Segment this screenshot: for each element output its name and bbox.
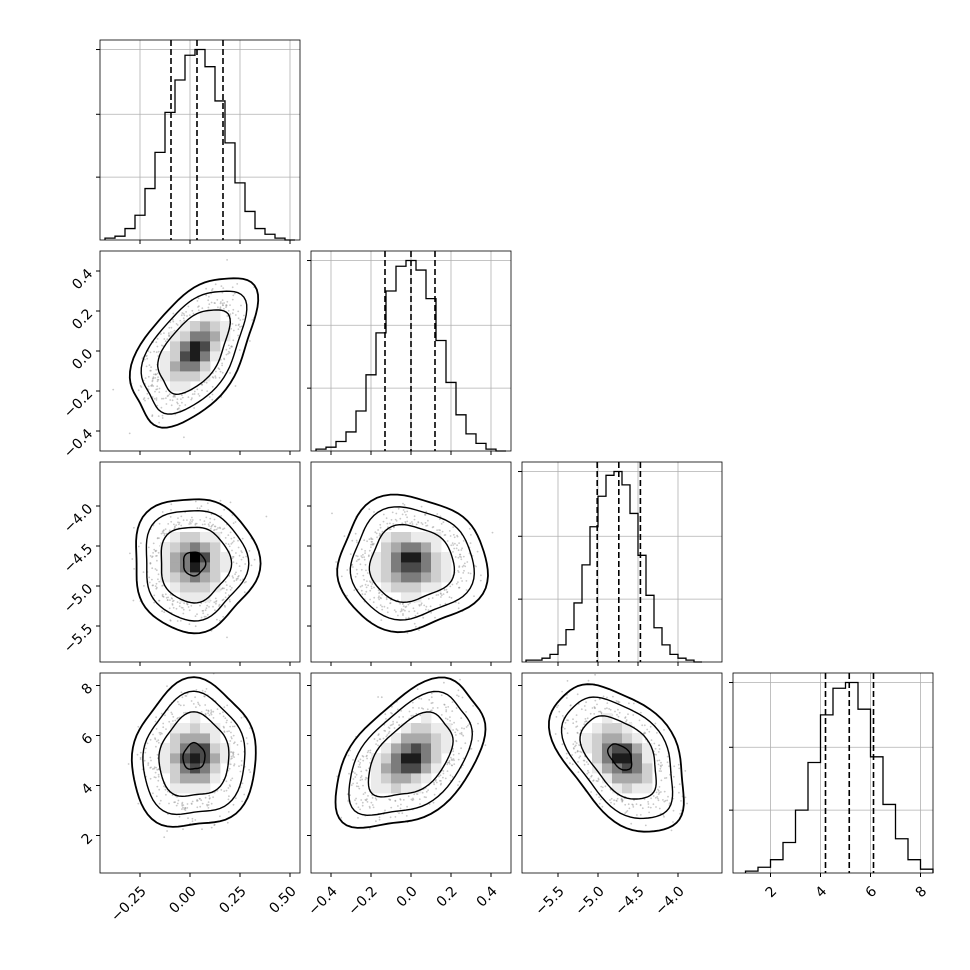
scatter-points (112, 259, 259, 439)
contour-1 (160, 526, 233, 604)
contour-2 (142, 690, 246, 816)
x-tick-label-1-1: −0.2 (345, 883, 380, 918)
y-tick-label-3-1: 4 (79, 780, 97, 798)
contour-2 (349, 506, 476, 621)
contour-1 (367, 711, 454, 798)
x-tick-label-3-3: 8 (913, 883, 931, 901)
panel-frame (521, 672, 723, 874)
hist-panel-2 (518, 461, 723, 663)
histogram-step-3 (744, 681, 934, 873)
x-tick-label-2-0: −5.5 (532, 883, 567, 918)
panel-frame (99, 672, 301, 874)
density-panel-2-0 (99, 461, 301, 663)
density-cells (160, 713, 231, 794)
x-tick-label-1-4: 0.4 (474, 883, 501, 910)
panel-frame (99, 39, 301, 241)
x-tick-label-1-3: 0.2 (434, 883, 461, 910)
contour-3 (547, 683, 685, 833)
density-panel-3-1 (310, 672, 512, 874)
y-tick-label-1-2: 0.0 (69, 346, 96, 373)
y-tick-label-2-3: −4.0 (61, 501, 96, 536)
y-tick-label-2-2: −4.5 (61, 541, 96, 576)
density-cells (160, 311, 231, 392)
x-tick-label-3-0: 2 (763, 883, 781, 901)
x-tick-label-2-1: −5.0 (572, 883, 607, 918)
contour-1 (368, 523, 456, 604)
contour-3 (336, 493, 489, 634)
y-tick-label-3-0: 2 (79, 830, 97, 848)
contour-2 (145, 509, 250, 622)
panel-frame (732, 672, 934, 874)
y-tick-label-1-0: −0.4 (61, 426, 96, 461)
panel-background (100, 40, 300, 240)
contour-1 (156, 309, 232, 396)
y-tick-label-1-1: −0.2 (61, 386, 96, 421)
contour-1 (158, 711, 230, 798)
x-tick-label-0-2: 0.25 (216, 883, 249, 916)
y-tick-label-3-3: 8 (79, 680, 97, 698)
scatter-points (127, 673, 252, 839)
density-panel-2-1 (310, 461, 512, 663)
x-tick-label-1-0: −0.4 (305, 883, 340, 918)
histogram-step-0 (104, 48, 295, 241)
x-tick-label-0-1: 0.00 (166, 883, 199, 916)
density-panel-1-0 (99, 250, 301, 452)
density-cells (371, 713, 452, 794)
contour-2 (140, 290, 248, 415)
contour-3 (130, 676, 257, 828)
density-panel-3-2 (521, 672, 723, 874)
hist-panel-3 (729, 672, 934, 874)
y-tick-label-1-4: 0.4 (69, 266, 96, 293)
histogram-step-1 (315, 259, 506, 452)
x-tick-label-0-0: −0.25 (108, 883, 150, 925)
density-cells (160, 532, 231, 603)
x-tick-label-2-3: −4.0 (652, 883, 687, 918)
histogram-step-2 (525, 470, 702, 663)
panel-frame (99, 461, 301, 663)
y-tick-label-2-1: −5.0 (61, 581, 96, 616)
density-cells (371, 532, 452, 603)
x-tick-label-2-2: −4.5 (612, 883, 647, 918)
x-tick-label-3-2: 6 (863, 883, 881, 901)
contour-2 (348, 690, 474, 817)
contour-3 (128, 277, 260, 429)
y-tick-label-1-3: 0.2 (69, 306, 96, 333)
y-tick-label-3-2: 6 (79, 730, 97, 748)
scatter-points (336, 678, 487, 830)
x-tick-label-3-1: 4 (813, 883, 831, 901)
density-panel-3-0 (99, 672, 301, 874)
panel-frame (521, 461, 723, 663)
panel-background (522, 462, 722, 662)
hist-panel-1 (307, 250, 512, 452)
density-cells (582, 713, 653, 794)
contour-1 (579, 715, 657, 800)
y-tick-label-2-0: −5.5 (61, 621, 96, 656)
contour-3 (135, 498, 262, 635)
contour-2 (560, 696, 674, 820)
hist-panel-0 (96, 39, 301, 241)
contour-0 (607, 743, 633, 771)
x-tick-label-1-2: 0.0 (394, 883, 421, 910)
x-tick-label-0-3: 0.50 (266, 883, 299, 916)
contour-0 (183, 551, 207, 577)
contour-0 (182, 741, 206, 770)
contour-3 (334, 676, 487, 829)
